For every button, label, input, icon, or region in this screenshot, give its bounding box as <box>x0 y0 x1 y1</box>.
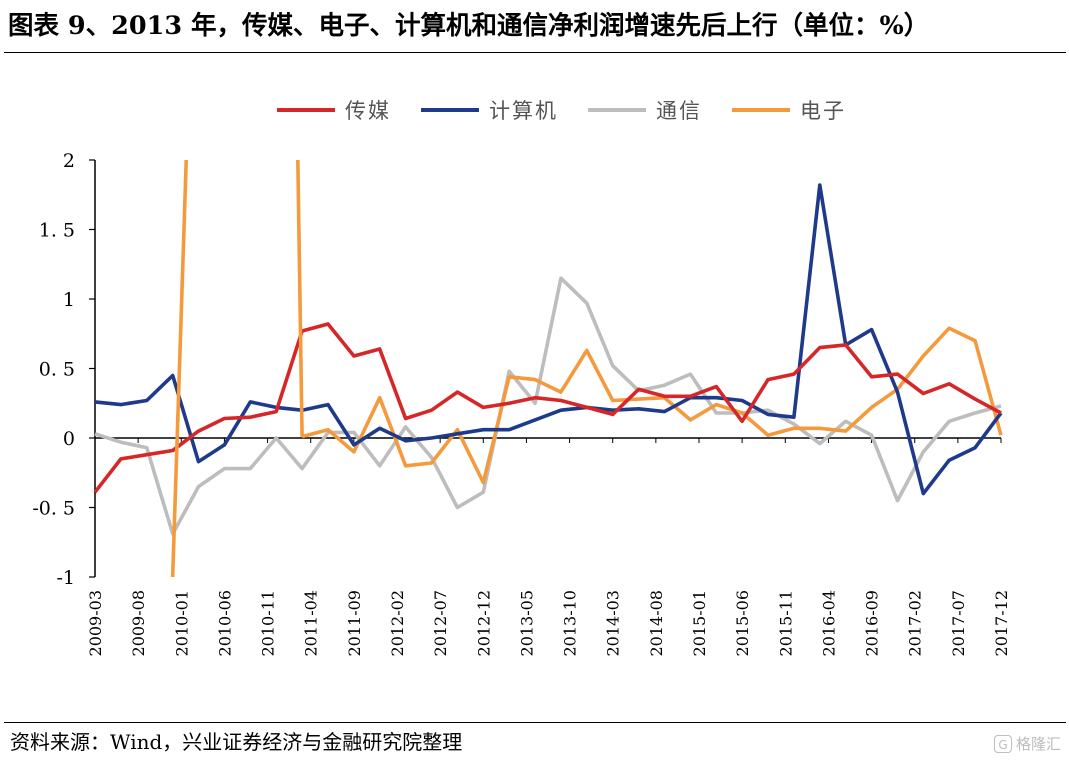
figure-title: 图表 9、2013 年，传媒、电子、计算机和通信净利润增速先后上行（单位：%） <box>8 11 930 41</box>
legend-label-电子: 电子 <box>800 99 846 123</box>
x-tick-label: 2017-07 <box>949 590 968 656</box>
series-line-电子 <box>301 326 1003 485</box>
y-tick-label: 1. 5 <box>39 220 75 242</box>
series-layer <box>93 160 1003 578</box>
clipped-fall-电子 <box>296 160 304 437</box>
x-tick-label: 2010-11 <box>259 590 278 656</box>
y-tick-label: -1 <box>56 567 75 589</box>
x-tick-label: 2011-09 <box>345 590 364 656</box>
x-tick-label: 2011-04 <box>302 590 321 656</box>
x-tick-label: 2009-08 <box>129 590 148 656</box>
y-tick-label: 1 <box>63 289 75 311</box>
y-tick-label: -0. 5 <box>32 498 75 520</box>
series-line-传媒 <box>93 322 1002 494</box>
legend-label-计算机: 计算机 <box>489 99 558 123</box>
g-logo-icon: G <box>993 735 1012 753</box>
title-divider <box>4 52 1066 53</box>
y-axis: 2 1. 5 1 0. 5 0 -0. 5 -1 <box>32 150 96 589</box>
x-tick-label: 2012-12 <box>474 590 493 656</box>
x-tick-label: 2015-06 <box>733 590 752 656</box>
x-tick-label: 2013-05 <box>517 590 536 656</box>
series-line-计算机 <box>94 183 1003 496</box>
x-tick-label: 2012-07 <box>431 590 450 656</box>
line-chart: 传媒 计算机 通信 电子 21. 510. 50-0. 5-1 2009-03 2009… <box>32 99 1011 656</box>
x-tick-label: 2016-04 <box>819 590 838 656</box>
watermark-text: 格隆汇 <box>1015 735 1061 753</box>
legend-label-通信: 通信 <box>656 99 702 123</box>
x-tick-label: 2017-12 <box>992 590 1011 656</box>
x-tick-label: 2009-03 <box>86 590 105 656</box>
x-tick-label: 2014-03 <box>604 590 623 656</box>
x-tick-label: 2015-01 <box>690 590 709 656</box>
source-note: 资料来源：Wind，兴业证券经济与金融研究院整理 <box>10 730 463 754</box>
series-line-通信 <box>94 276 1002 536</box>
x-tick-label: 2016-09 <box>863 590 882 656</box>
x-tick-label: 2015-11 <box>776 590 795 656</box>
y-tick-label: 2 <box>63 150 75 172</box>
x-tick-label: 2010-01 <box>172 590 191 656</box>
y-tick-label: 0 <box>63 428 75 450</box>
x-axis: 2009-03 2009-08 2010-01 2010-06 2010-11 2011-… <box>86 437 1011 656</box>
x-tick-label: 2014-08 <box>647 590 666 656</box>
source-divider <box>4 722 1066 723</box>
x-tick-label: 2010-06 <box>215 590 234 656</box>
chart-legend: 传媒 计算机 通信 电子 <box>277 99 846 123</box>
x-tick-label: 2012-02 <box>388 590 407 656</box>
x-tick-label: 2017-02 <box>906 590 925 656</box>
watermark: G 格隆汇 <box>993 731 1061 757</box>
y-tick-label: 0. 5 <box>39 359 75 381</box>
legend-label-传媒: 传媒 <box>345 99 391 123</box>
x-tick-label: 2013-10 <box>561 590 580 656</box>
clipped-rise-电子 <box>170 160 189 578</box>
